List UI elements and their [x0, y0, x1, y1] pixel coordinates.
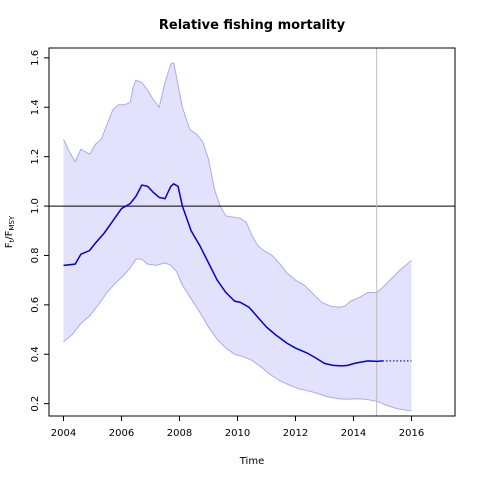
x-tick-label: 2012	[283, 428, 308, 439]
x-tick-label: 2014	[341, 428, 366, 439]
y-tick-label: 1.6	[30, 50, 41, 66]
y-axis-label-main: F	[4, 242, 15, 248]
band-lower-edge	[63, 258, 412, 412]
x-axis-label: Time	[239, 456, 264, 467]
y-tick-label: 0.8	[30, 248, 41, 264]
y-axis-label-sep: /F	[4, 230, 15, 239]
y-axis-label-sub-t: t	[8, 239, 16, 242]
median-line	[63, 182, 383, 367]
plot-frame	[48, 47, 456, 417]
x-axis: 2004 2006 2008 2010 2012 2014 2016	[51, 416, 424, 439]
y-tick-label: 1.0	[30, 198, 41, 214]
y-axis: 0.2 0.4 0.6 0.8 1.0 1.2 1.4 1.6	[30, 50, 49, 412]
x-tick-label: 2008	[167, 428, 192, 439]
y-tick-label: 0.2	[30, 396, 41, 412]
x-tick-label: 2016	[399, 428, 424, 439]
x-tick-label: 2004	[51, 428, 76, 439]
x-tick-label: 2010	[225, 428, 250, 439]
y-tick-label: 1.4	[30, 99, 41, 115]
x-tick-label: 2006	[109, 428, 134, 439]
y-tick-label: 1.2	[30, 149, 41, 165]
plot-area	[49, 48, 455, 416]
y-axis-label: Ft/FMSY	[4, 215, 16, 248]
chart-title: Relative fishing mortality	[159, 18, 346, 33]
band-upper-edge	[63, 62, 412, 308]
y-axis-label-sub-msy: MSY	[8, 215, 16, 230]
confidence-band	[63, 62, 412, 412]
y-tick-label: 0.6	[30, 297, 41, 313]
y-tick-label: 0.4	[30, 346, 41, 362]
